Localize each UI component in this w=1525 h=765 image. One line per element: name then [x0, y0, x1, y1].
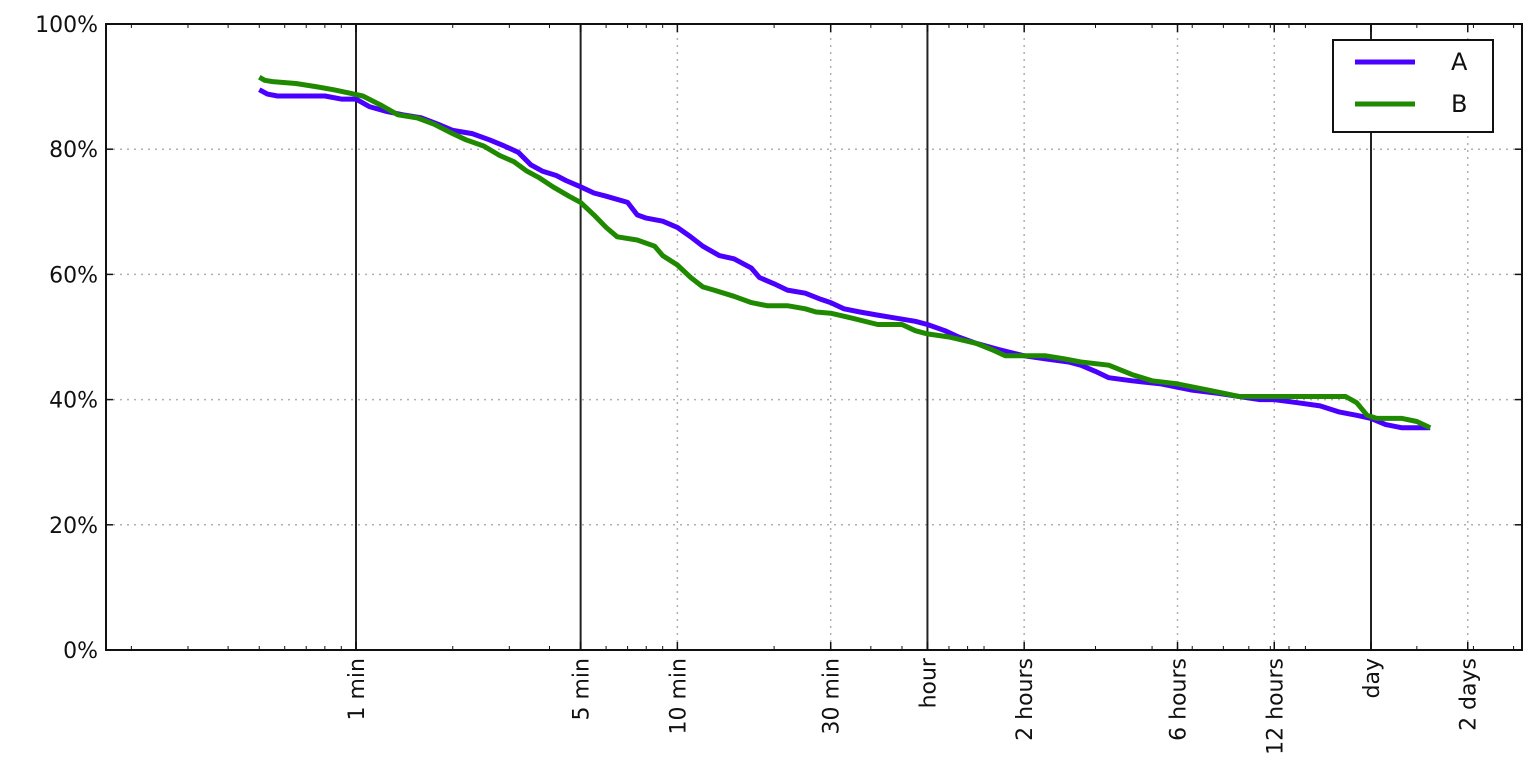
x-tick-label: 12 hours	[1263, 658, 1288, 755]
series-line-b	[258, 75, 1432, 431]
x-tick-label: 1 min	[345, 658, 370, 720]
axis-layer: 0% 20% 40% 60% 80% 100% 1 min 5 min 10 min 30 min…	[35, 13, 1522, 755]
y-tick-label: 100%	[35, 13, 98, 38]
y-tick-label: 0%	[63, 639, 98, 664]
x-tick-label: 2 hours	[1013, 658, 1038, 741]
series-line-a	[258, 87, 1431, 431]
y-tick-label: 60%	[49, 263, 98, 288]
grid-layer	[106, 24, 1522, 650]
x-tick-label: day	[1360, 658, 1385, 698]
y-tick-label: 20%	[49, 514, 98, 539]
plot-frame	[105, 23, 1523, 651]
legend-label-a: A	[1451, 48, 1468, 76]
y-tick-label: 40%	[49, 389, 98, 414]
x-tick-label: 6 hours	[1167, 658, 1192, 741]
legend: AB	[1332, 39, 1494, 133]
legend-box	[1332, 39, 1494, 133]
x-tick-label: 30 min	[820, 658, 845, 734]
x-tick-label: hour	[916, 657, 941, 708]
x-tick-label: 2 days	[1457, 658, 1482, 731]
series-layer	[258, 75, 1432, 431]
x-tick-label: 10 min	[666, 658, 691, 734]
vertical-reference-lines	[355, 24, 1372, 650]
x-tick-label: 5 min	[570, 658, 595, 720]
legend-label-b: B	[1451, 90, 1467, 118]
y-tick-label: 80%	[49, 138, 98, 163]
